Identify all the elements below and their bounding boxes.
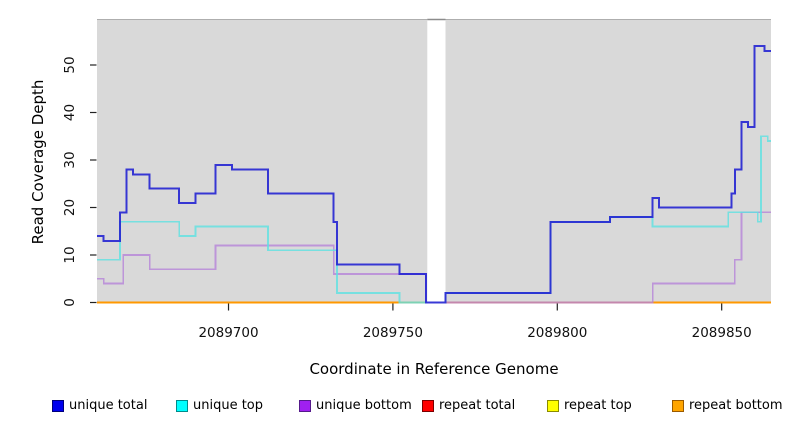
x-axis-title: Coordinate in Reference Genome [309, 360, 559, 378]
series-unique-total-line [97, 45, 771, 304]
y-tick-label: 50 [62, 56, 78, 73]
y-tick-label: 40 [62, 104, 78, 121]
x-tick-label: 2089700 [198, 325, 258, 341]
x-tick-label: 2089750 [363, 325, 423, 341]
y-tick-label: 20 [62, 199, 78, 216]
y-tick-label: 10 [62, 246, 78, 263]
no-data-gap [427, 19, 446, 304]
series-unique-bottom-line [97, 211, 771, 304]
x-tick-label: 2089850 [692, 325, 752, 341]
y-tick-label: 0 [62, 298, 78, 307]
y-axis-title: Read Coverage Depth [29, 79, 47, 245]
x-tick-label: 2089800 [527, 325, 587, 341]
y-tick-label: 30 [62, 151, 78, 168]
